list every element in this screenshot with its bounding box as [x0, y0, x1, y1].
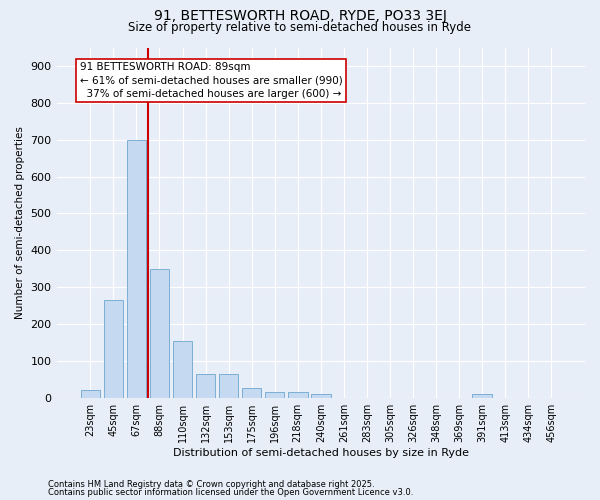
Bar — [104, 300, 123, 398]
Bar — [311, 394, 331, 398]
Bar — [242, 388, 262, 398]
Text: Contains HM Land Registry data © Crown copyright and database right 2025.: Contains HM Land Registry data © Crown c… — [48, 480, 374, 489]
Bar — [149, 268, 169, 398]
Y-axis label: Number of semi-detached properties: Number of semi-detached properties — [15, 126, 25, 319]
Bar — [288, 392, 308, 398]
Bar — [472, 394, 492, 398]
Bar — [219, 374, 238, 398]
Bar — [196, 374, 215, 398]
Text: Size of property relative to semi-detached houses in Ryde: Size of property relative to semi-detach… — [128, 22, 472, 35]
Bar — [127, 140, 146, 398]
Bar — [265, 392, 284, 398]
Text: 91, BETTESWORTH ROAD, RYDE, PO33 3EJ: 91, BETTESWORTH ROAD, RYDE, PO33 3EJ — [154, 9, 446, 23]
X-axis label: Distribution of semi-detached houses by size in Ryde: Distribution of semi-detached houses by … — [173, 448, 469, 458]
Text: 91 BETTESWORTH ROAD: 89sqm
← 61% of semi-detached houses are smaller (990)
  37%: 91 BETTESWORTH ROAD: 89sqm ← 61% of semi… — [80, 62, 343, 98]
Bar — [80, 390, 100, 398]
Text: Contains public sector information licensed under the Open Government Licence v3: Contains public sector information licen… — [48, 488, 413, 497]
Bar — [173, 340, 193, 398]
